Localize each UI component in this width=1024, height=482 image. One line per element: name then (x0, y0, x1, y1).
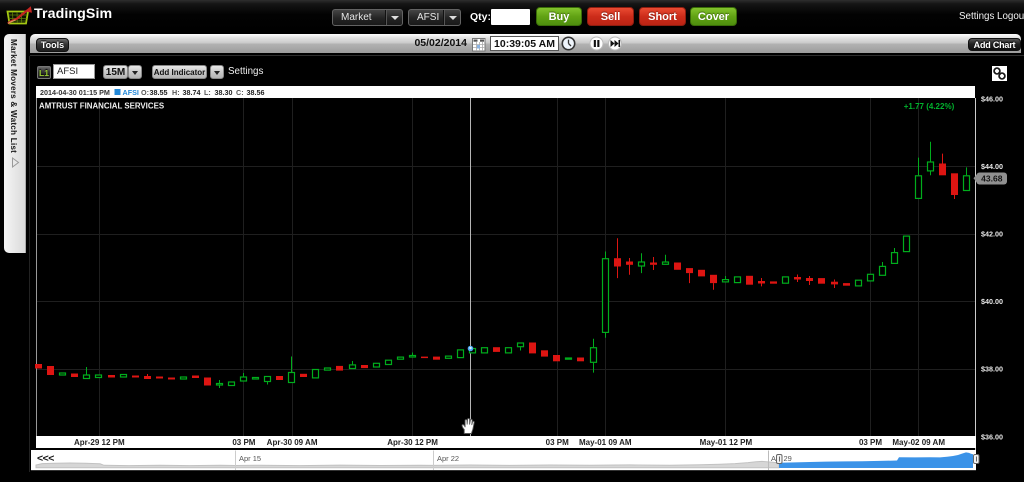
svg-text:$42.00: $42.00 (981, 230, 1003, 239)
svg-text:O:: O: (141, 88, 149, 97)
svg-text:May-01 09 AM: May-01 09 AM (579, 438, 632, 447)
svg-text:Apr-30 09 AM: Apr-30 09 AM (267, 438, 318, 447)
svg-text:Apr 15: Apr 15 (239, 454, 261, 463)
svg-text:38.30: 38.30 (215, 88, 233, 97)
svg-text:$44.00: $44.00 (981, 162, 1003, 171)
svg-text:AMTRUST FINANCIAL SERVICES: AMTRUST FINANCIAL SERVICES (39, 102, 164, 111)
svg-text:A: A (771, 454, 776, 463)
svg-text:03 PM: 03 PM (232, 438, 255, 447)
svg-text:Apr-29 12 PM: Apr-29 12 PM (74, 438, 125, 447)
svg-text:H:: H: (172, 88, 180, 97)
svg-text:03 PM: 03 PM (546, 438, 569, 447)
svg-text:<<<: <<< (37, 453, 54, 465)
svg-text:38.74: 38.74 (183, 88, 201, 97)
svg-text:C:: C: (236, 88, 244, 97)
svg-text:+1.77 (4.22%): +1.77 (4.22%) (904, 102, 955, 111)
svg-text:$40.00: $40.00 (981, 297, 1003, 306)
svg-text:29: 29 (784, 454, 792, 463)
svg-text:$38.00: $38.00 (981, 365, 1003, 374)
svg-text:03 PM: 03 PM (859, 438, 882, 447)
svg-text:38.55: 38.55 (150, 88, 168, 97)
svg-text:L:: L: (204, 88, 211, 97)
svg-text:AFSI: AFSI (123, 88, 139, 97)
svg-text:Apr-30 12 PM: Apr-30 12 PM (387, 438, 438, 447)
svg-text:$46.00: $46.00 (981, 94, 1003, 103)
svg-text:May-01 12 PM: May-01 12 PM (700, 438, 753, 447)
svg-text:May-02 09 AM: May-02 09 AM (892, 438, 945, 447)
svg-text:2014-04-30 01:15 PM: 2014-04-30 01:15 PM (40, 88, 110, 97)
svg-text:43.68: 43.68 (981, 174, 1003, 184)
svg-text:Apr 22: Apr 22 (437, 454, 459, 463)
svg-text:$36.00: $36.00 (981, 433, 1003, 442)
svg-text:38.56: 38.56 (247, 88, 265, 97)
